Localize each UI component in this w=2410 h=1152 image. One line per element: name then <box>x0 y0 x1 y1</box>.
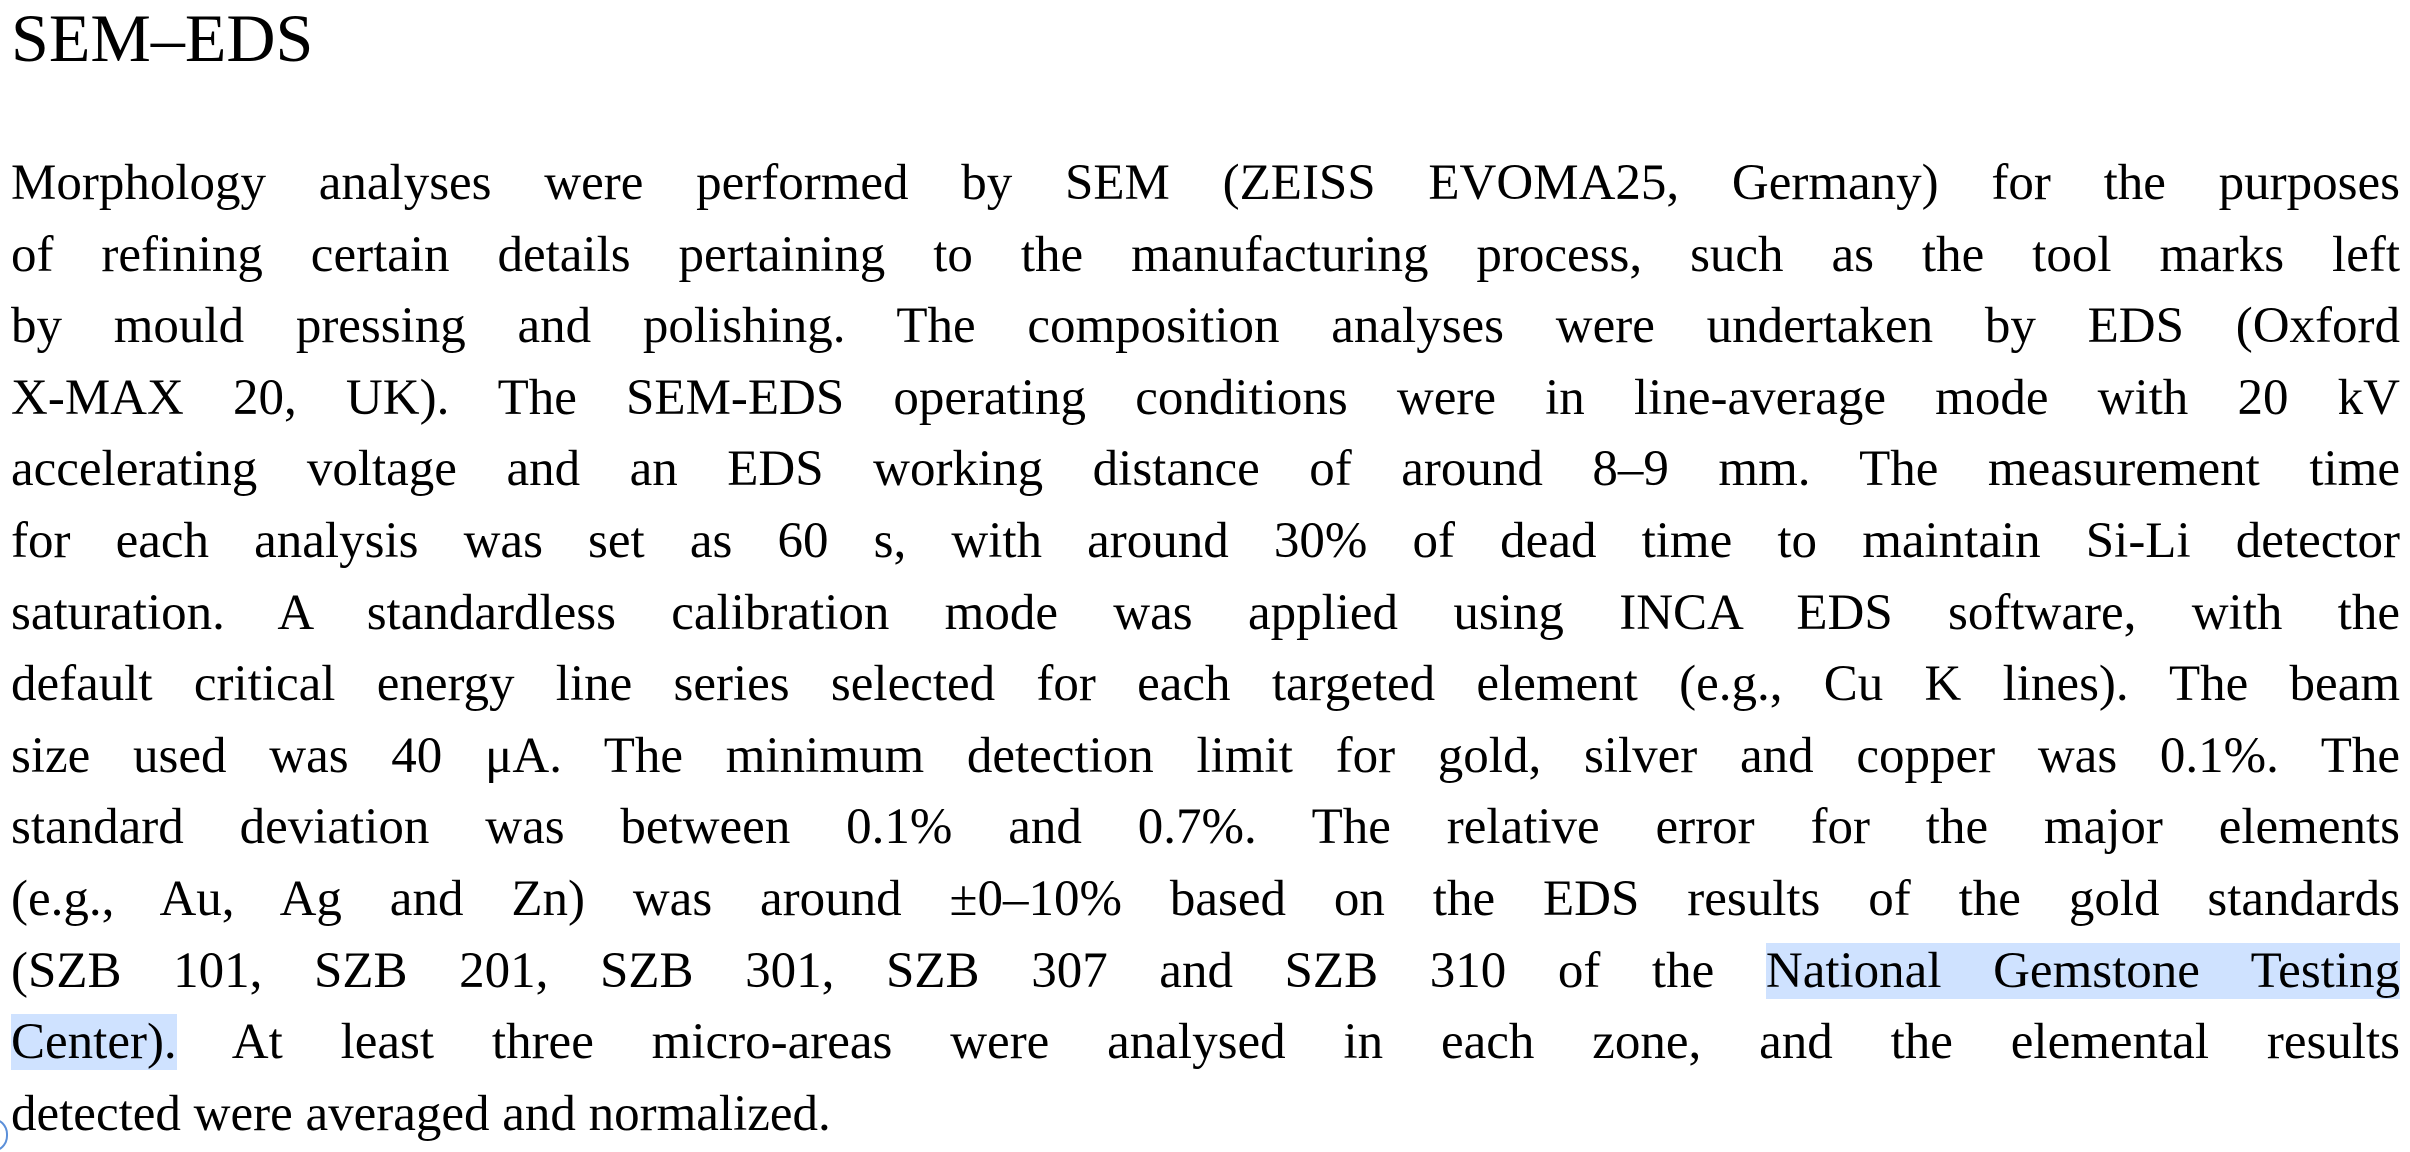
section-heading: SEM–EDS <box>11 0 314 76</box>
paragraph-line: Morphology analyses were performed by SE… <box>11 155 2400 211</box>
paragraph-line: Center). At least three micro-areas were… <box>11 1007 2400 1079</box>
line-text: At least three micro-areas were analysed… <box>231 1014 2400 1071</box>
paragraph-line: default critical energy line series sele… <box>11 656 2400 713</box>
paragraph-line: saturation. A standardless calibration m… <box>11 584 2400 641</box>
line-text: (SZB 101, SZB 201, SZB 301, SZB 307 and … <box>11 942 1715 999</box>
paragraph-line: (e.g., Au, Ag and Zn) was around ±0–10% … <box>11 870 2400 927</box>
paragraph-line: detected were averaged and normalized. <box>11 1085 831 1142</box>
paragraph-line: for each analysis was set as 60 s, with … <box>11 512 2400 569</box>
paragraph: Morphology analyses were performed by SE… <box>11 148 2401 1150</box>
paragraph-line: of refining certain details pertaining t… <box>11 226 2400 283</box>
selected-text[interactable]: Center). <box>11 1014 177 1071</box>
text-cursor-handle-icon <box>0 1118 8 1152</box>
paragraph-line: X-MAX 20, UK). The SEM-EDS operating con… <box>11 369 2400 426</box>
paragraph-line: accelerating voltage and an EDS working … <box>11 441 2400 498</box>
selected-text[interactable]: National Gemstone Testing <box>1765 942 2401 999</box>
paragraph-line: size used was 40 μA. The minimum detecti… <box>11 727 2400 784</box>
paragraph-line: by mould pressing and polishing. The com… <box>11 298 2400 355</box>
paragraph-line: (SZB 101, SZB 201, SZB 301, SZB 307 and … <box>11 936 2401 1008</box>
paragraph-line: standard deviation was between 0.1% and … <box>11 799 2400 856</box>
